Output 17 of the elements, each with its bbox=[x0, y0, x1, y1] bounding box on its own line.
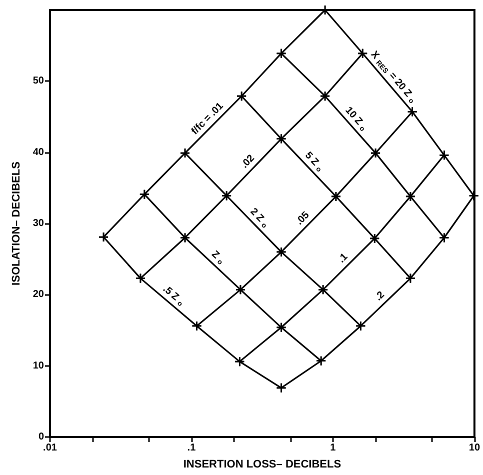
y-tick-label: 20 bbox=[32, 289, 44, 300]
y-tick-label: 0 bbox=[38, 432, 44, 442]
text: .02 bbox=[239, 152, 258, 171]
y-tick-label: 40 bbox=[32, 146, 44, 158]
text: f/fc = .01 bbox=[190, 100, 226, 138]
x-tick-label: .1 bbox=[187, 442, 196, 454]
y-tick-label: 10 bbox=[32, 360, 44, 372]
y-tick-label: 30 bbox=[32, 218, 44, 229]
y-axis-title: ISOLATION– DECIBELS bbox=[10, 162, 22, 286]
text: .1 bbox=[336, 251, 350, 266]
x-tick-label: 10 bbox=[468, 442, 480, 454]
text: .05 bbox=[294, 209, 312, 228]
x-axis-title: INSERTION LOSS– DECIBELS bbox=[183, 458, 342, 470]
y-tick-label: 50 bbox=[32, 76, 44, 87]
x-tick-label: .01 bbox=[43, 442, 58, 454]
x-tick-label: 1 bbox=[330, 442, 336, 454]
text: .2 bbox=[373, 289, 388, 304]
